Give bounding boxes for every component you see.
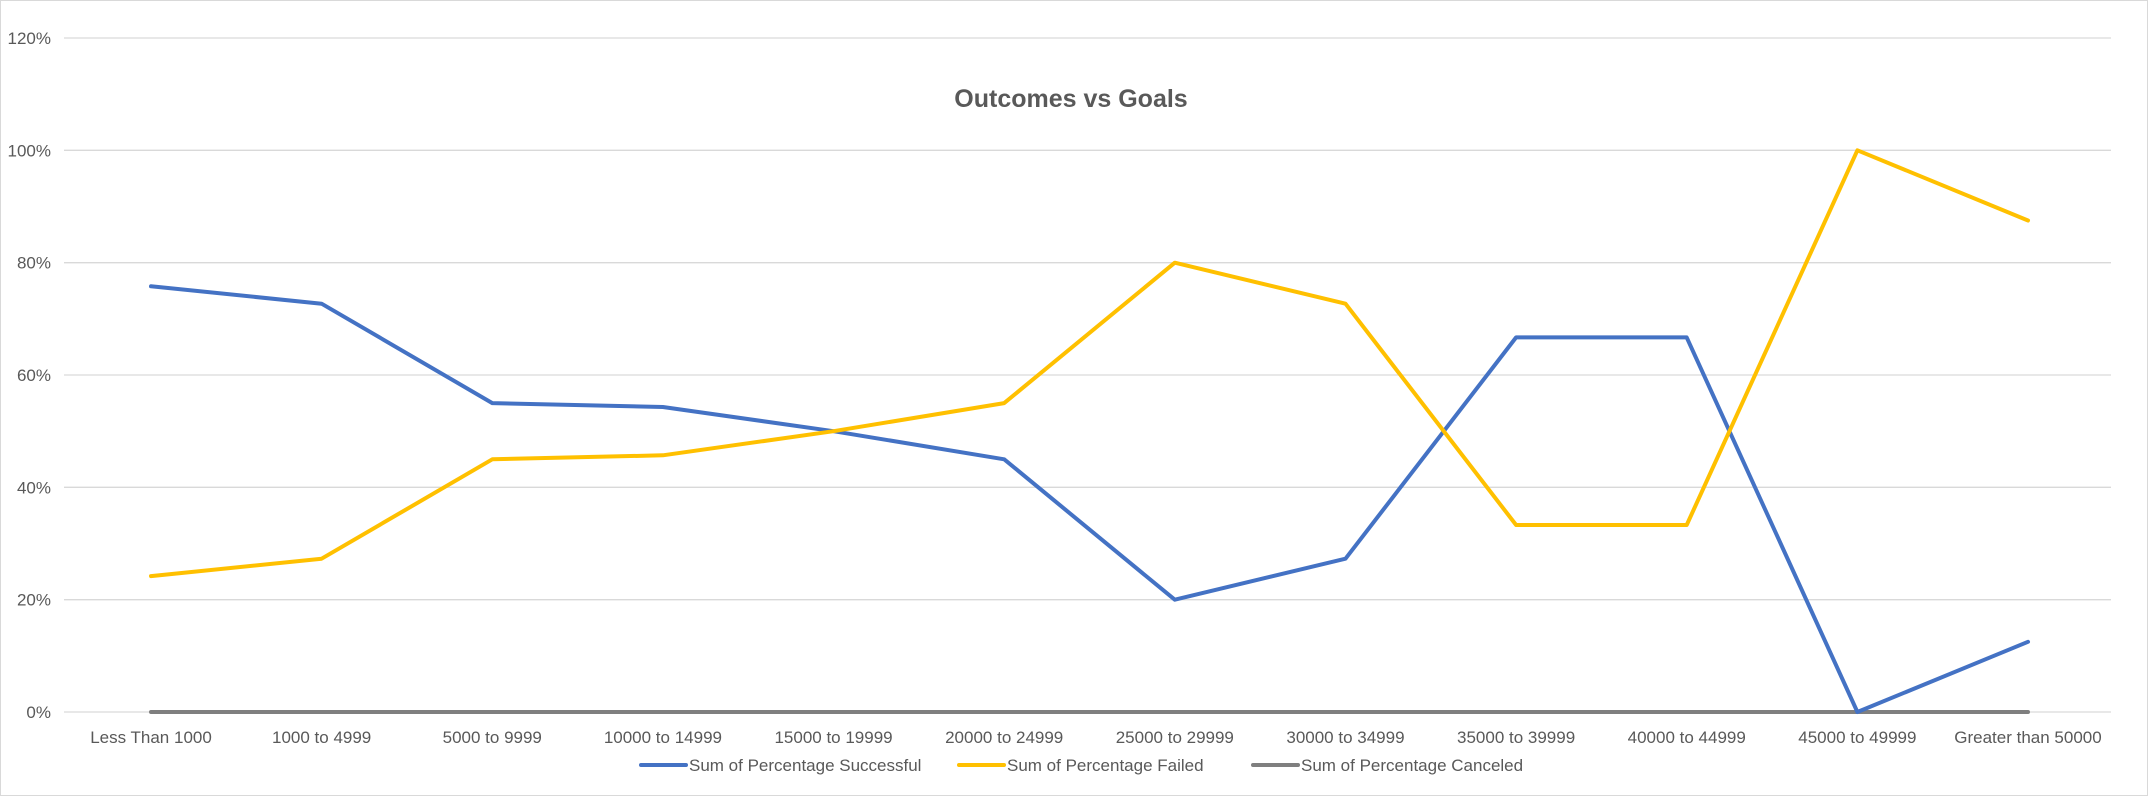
x-tick-label: 40000 to 44999 xyxy=(1628,728,1746,747)
chart-title: Outcomes vs Goals xyxy=(954,85,1187,113)
y-axis-labels: 0% 20% 40% 60% 80% 100% 120% xyxy=(8,29,51,722)
y-tick-label: 20% xyxy=(17,591,51,610)
x-tick-label: 5000 to 9999 xyxy=(443,728,542,747)
x-tick-label: 30000 to 34999 xyxy=(1286,728,1404,747)
y-tick-label: 100% xyxy=(8,141,51,160)
y-tick-label: 80% xyxy=(17,254,51,273)
y-tick-label: 120% xyxy=(8,29,51,48)
x-tick-label: 35000 to 39999 xyxy=(1457,728,1575,747)
y-tick-label: 60% xyxy=(17,366,51,385)
series-line-1 xyxy=(149,148,2030,579)
x-axis-labels: Less Than 1000 1000 to 4999 5000 to 9999 10… xyxy=(90,728,2102,747)
x-tick-label: 1000 to 4999 xyxy=(272,728,371,747)
x-tick-label: Less Than 1000 xyxy=(90,728,212,747)
x-tick-label: 10000 to 14999 xyxy=(604,728,722,747)
x-tick-label: 15000 to 19999 xyxy=(774,728,892,747)
x-tick-label: 25000 to 29999 xyxy=(1116,728,1234,747)
y-tick-label: 40% xyxy=(17,478,51,497)
y-tick-label: 0% xyxy=(26,703,51,722)
legend-label: Sum of Percentage Successful xyxy=(689,756,921,775)
legend-label: Sum of Percentage Canceled xyxy=(1301,756,1523,775)
x-tick-label: Greater than 50000 xyxy=(1954,728,2101,747)
series-line-0 xyxy=(149,284,2030,714)
series-lines xyxy=(149,148,2030,714)
legend-label: Sum of Percentage Failed xyxy=(1007,756,1204,775)
x-tick-label: 45000 to 49999 xyxy=(1798,728,1916,747)
gridlines xyxy=(64,37,2111,713)
x-tick-label: 20000 to 24999 xyxy=(945,728,1063,747)
legend: Sum of Percentage Successful Sum of Perce… xyxy=(639,756,1523,775)
